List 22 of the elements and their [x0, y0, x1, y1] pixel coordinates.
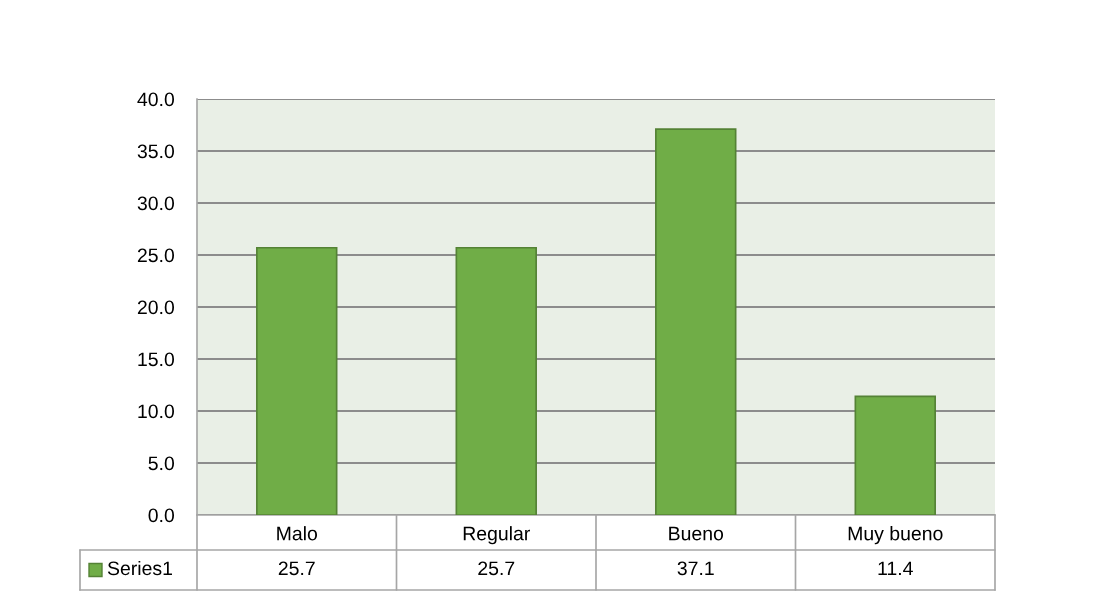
y-tick-label: 40.0	[137, 92, 175, 107]
y-tick-label: 0.0	[148, 508, 175, 523]
y-tick-label: 10.0	[138, 404, 175, 419]
x-tick-label: Bueno	[669, 526, 724, 541]
x-tick-label: Regular	[463, 526, 530, 545]
bar	[655, 128, 737, 515]
data-label: 37.1	[677, 561, 714, 576]
y-tick-label: 5.0	[148, 456, 175, 471]
data-label: 25.7	[478, 561, 515, 576]
y-tick-label: 15.0	[138, 352, 175, 367]
legend-label: Series1	[107, 560, 172, 576]
bar	[455, 246, 537, 515]
y-tick-label: 30.0	[137, 196, 175, 211]
data-label: 25.7	[278, 561, 315, 576]
x-tick-label: Muy bueno	[848, 526, 943, 545]
y-tick-label: 25.0	[137, 248, 175, 263]
y-tick-label: 35.0	[137, 144, 175, 159]
y-tick-label: 20.0	[137, 300, 175, 315]
bar	[256, 246, 338, 515]
x-tick-label: Malo	[277, 526, 318, 541]
bar	[854, 395, 936, 515]
data-label: 11.4	[878, 561, 913, 576]
